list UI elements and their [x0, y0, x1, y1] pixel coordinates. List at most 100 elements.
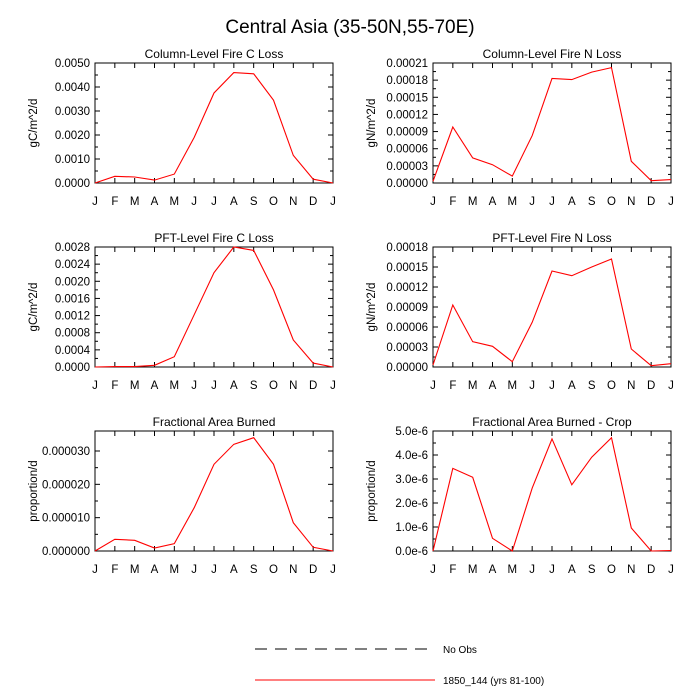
panel-title: PFT-Level Fire C Loss [154, 231, 273, 245]
x-tick-label: J [330, 196, 336, 208]
x-tick-label: S [250, 380, 258, 392]
y-tick-label: 0.0010 [55, 154, 90, 166]
x-tick-label: J [191, 196, 197, 208]
x-tick-label: J [211, 196, 217, 208]
x-tick-label: O [607, 564, 616, 576]
x-tick-label: M [130, 196, 140, 208]
x-tick-label: J [92, 564, 98, 576]
y-tick-label: 0.0e-6 [395, 546, 428, 558]
x-tick-label: A [568, 196, 576, 208]
x-tick-label: A [489, 380, 497, 392]
x-tick-label: J [668, 380, 674, 392]
x-tick-label: S [588, 380, 596, 392]
x-tick-label: M [508, 196, 518, 208]
y-axis-label: gN/m^2/d [366, 99, 378, 148]
x-tick-label: D [647, 380, 655, 392]
x-tick-label: J [668, 564, 674, 576]
x-tick-label: M [468, 380, 478, 392]
series-line [432, 66, 672, 182]
x-tick-label: M [468, 196, 478, 208]
y-tick-label: 0.00003 [386, 161, 428, 173]
y-tick-label: 0.0050 [55, 58, 90, 70]
x-tick-label: M [508, 564, 518, 576]
y-tick-label: 0.00003 [386, 342, 428, 354]
y-tick-label: 0.0000 [55, 362, 90, 374]
x-tick-label: A [151, 380, 159, 392]
figure-title: Central Asia (35-50N,55-70E) [225, 17, 474, 38]
y-tick-label: 0.00006 [386, 144, 428, 156]
series-line [432, 258, 672, 367]
x-tick-label: J [92, 380, 98, 392]
y-tick-label: 0.0028 [55, 242, 90, 254]
x-tick-label: N [289, 564, 297, 576]
x-tick-label: F [111, 196, 118, 208]
y-tick-label: 0.0020 [55, 276, 90, 288]
x-tick-label: N [627, 564, 635, 576]
x-tick-label: J [549, 380, 555, 392]
legend: No Obs 1850_144 (yrs 81-100) [255, 645, 544, 687]
plot-frame [94, 246, 334, 368]
series-line [432, 436, 672, 552]
x-tick-label: F [449, 564, 456, 576]
x-tick-label: J [211, 380, 217, 392]
series-line [94, 437, 334, 552]
x-tick-label: D [309, 196, 317, 208]
y-axis-label: proportion/d [28, 460, 40, 521]
x-tick-label: S [588, 196, 596, 208]
x-tick-label: J [549, 564, 555, 576]
y-tick-label: 0.000030 [42, 446, 90, 458]
x-tick-label: J [430, 380, 436, 392]
y-axis-label: gN/m^2/d [366, 283, 378, 332]
panel-title: Column-Level Fire C Loss [145, 47, 284, 61]
x-tick-label: A [230, 564, 238, 576]
x-tick-label: A [230, 196, 238, 208]
y-tick-label: 0.00000 [386, 362, 428, 374]
y-tick-label: 0.00012 [386, 109, 428, 121]
x-tick-label: S [250, 564, 258, 576]
x-tick-label: O [269, 564, 278, 576]
y-tick-label: 0.000020 [42, 479, 90, 491]
y-tick-label: 0.0040 [55, 82, 90, 94]
y-axis-label: gC/m^2/d [28, 283, 40, 332]
x-tick-label: A [230, 380, 238, 392]
x-tick-label: D [309, 564, 317, 576]
x-tick-label: F [111, 564, 118, 576]
x-tick-label: J [330, 380, 336, 392]
x-tick-label: M [130, 380, 140, 392]
y-tick-label: 1.0e-6 [395, 522, 428, 534]
x-tick-label: O [607, 196, 616, 208]
y-tick-label: 0.00021 [386, 58, 428, 70]
x-tick-label: A [489, 196, 497, 208]
x-tick-label: M [508, 380, 518, 392]
y-tick-label: 0.00018 [386, 75, 428, 87]
x-tick-label: J [549, 196, 555, 208]
y-tick-label: 0.00012 [386, 282, 428, 294]
x-tick-label: F [111, 380, 118, 392]
y-tick-label: 0.0024 [55, 259, 91, 271]
x-tick-label: F [449, 196, 456, 208]
panel-title: PFT-Level Fire N Loss [492, 231, 611, 245]
x-tick-label: J [92, 196, 98, 208]
x-tick-label: J [330, 564, 336, 576]
x-tick-label: J [191, 380, 197, 392]
y-tick-label: 0.0004 [55, 345, 91, 357]
legend-model-label: 1850_144 (yrs 81-100) [443, 676, 544, 687]
x-tick-label: J [668, 196, 674, 208]
x-tick-label: A [568, 564, 576, 576]
y-tick-label: 0.0008 [55, 328, 90, 340]
x-tick-label: N [289, 380, 297, 392]
plot-frame [94, 430, 334, 552]
panel-title: Fractional Area Burned [153, 415, 276, 429]
y-tick-label: 0.000000 [42, 546, 90, 558]
y-axis-label: proportion/d [366, 460, 378, 521]
y-tick-label: 0.00015 [386, 92, 428, 104]
x-tick-label: J [529, 380, 535, 392]
y-tick-label: 0.0030 [55, 106, 90, 118]
y-axis-label: gC/m^2/d [28, 99, 40, 148]
